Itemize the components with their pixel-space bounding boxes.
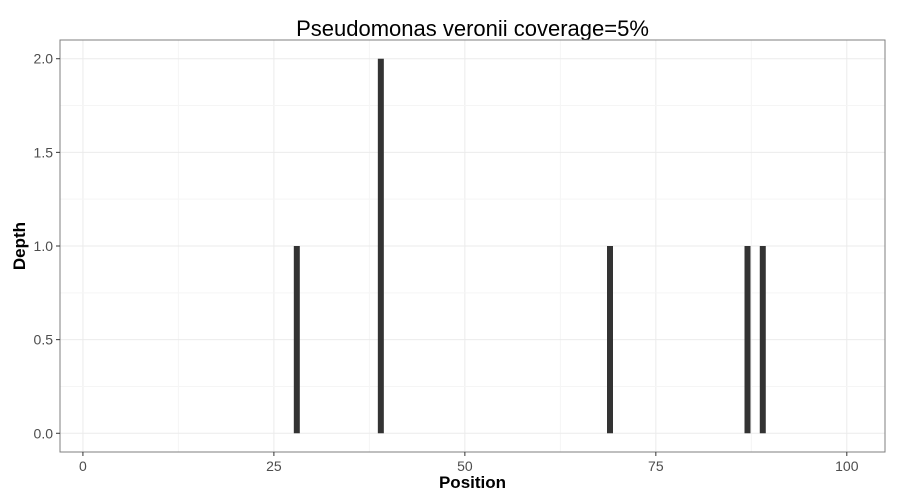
x-tick-label: 75 [648,458,664,474]
x-tick-label: 25 [266,458,282,474]
bar-layer [293,58,766,434]
y-tick-label: 1.5 [34,144,54,160]
x-tick-label: 50 [457,458,473,474]
y-tick-label: 1.0 [34,238,54,254]
y-tick-label: 0.5 [34,332,54,348]
bar [377,58,384,434]
chart-title: Pseudomonas veronii coverage=5% [296,16,649,41]
y-tick-label: 2.0 [34,51,54,67]
x-tick-label: 100 [835,458,859,474]
y-axis-title: Depth [10,222,29,270]
x-axis-title: Position [439,473,506,492]
grid-layer [60,40,885,452]
x-tick-label: 0 [79,458,87,474]
bar [607,246,613,434]
bar [744,246,751,434]
bar [759,246,766,434]
axis-layer: 0 25 50 75 100 0.0 0.5 1.0 1.5 2.0 [34,51,859,474]
y-tick-label: 0.0 [34,425,54,441]
bar [293,246,300,434]
